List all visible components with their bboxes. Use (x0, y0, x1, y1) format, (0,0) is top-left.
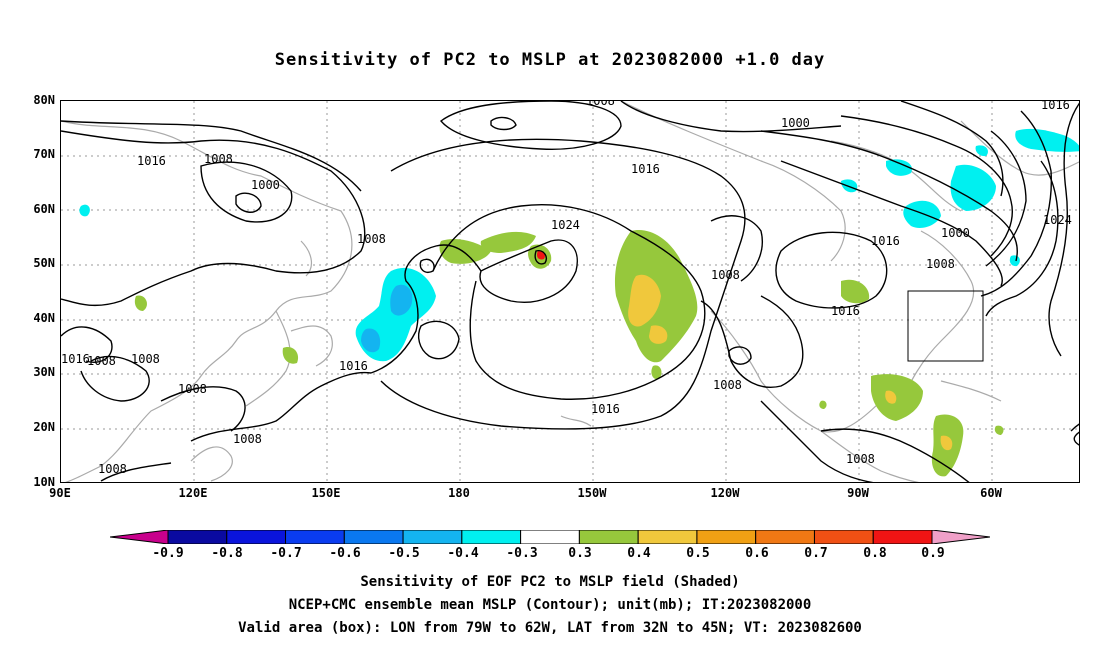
colorbar-cell (637, 530, 698, 544)
colorbar-label: -0.6 (329, 546, 361, 561)
contour-label: 1000 (781, 116, 810, 130)
coastlines (61, 101, 1079, 482)
mslp-contours (61, 101, 1079, 482)
caption-line-2: NCEP+CMC ensemble mean MSLP (Contour); u… (288, 597, 812, 613)
lat-label-10n: 10N (33, 475, 55, 489)
lat-label-20n: 20N (33, 420, 55, 434)
colorbar-label: 0.4 (627, 546, 651, 561)
lat-label-30n: 30N (33, 365, 55, 379)
contour-label: 1024 (1043, 213, 1072, 227)
caption-line-3: Valid area (box): LON from 79W to 62W, L… (238, 620, 862, 636)
colorbar-label: -0.8 (211, 546, 243, 561)
contour-label: 1008 (233, 432, 262, 446)
lat-label-70n: 70N (33, 147, 55, 161)
lat-label-50n: 50N (33, 256, 55, 270)
lon-label-60w: 60W (980, 486, 1002, 500)
colorbar-cell (285, 530, 345, 544)
colorbar-label: 0.7 (804, 546, 828, 561)
colorbar-cells (110, 530, 990, 544)
colorbar-label: -0.7 (270, 546, 302, 561)
colorbar-label: -0.5 (388, 546, 420, 561)
colorbar-label: 0.5 (686, 546, 710, 561)
colorbar-label: -0.3 (506, 546, 538, 561)
map-panel: 1008 1016 1016 1008 1000 1008 1024 1016 … (60, 100, 1080, 483)
lon-label-180: 180 (448, 486, 470, 500)
contour-label: 1008 (98, 462, 127, 476)
colorbar-cell (755, 530, 815, 544)
contour-label: 1016 (1041, 101, 1070, 112)
contour-label: 1016 (831, 304, 860, 318)
contour-label: 1008 (178, 382, 207, 396)
contour-label: 1008 (357, 232, 386, 246)
colorbar-cell (167, 530, 228, 544)
lon-label-120e: 120E (178, 486, 208, 500)
lon-label-120w: 120W (710, 486, 740, 500)
colorbar-cell (402, 530, 463, 544)
colorbar-cell (696, 530, 757, 544)
colorbar (110, 530, 990, 544)
lat-label-60n: 60N (33, 202, 55, 216)
contour-label: 1000 (251, 178, 280, 192)
valid-area-box (907, 290, 984, 362)
colorbar-cell (461, 530, 522, 544)
colorbar-label: 0.9 (921, 546, 945, 561)
lat-label-80n: 80N (33, 93, 55, 107)
colorbar-label: -0.4 (447, 546, 479, 561)
contour-label: 1008 (713, 378, 742, 392)
colorbar-label: 0.8 (863, 546, 887, 561)
colorbar-label: 0.3 (568, 546, 592, 561)
lon-label-150w: 150W (577, 486, 607, 500)
colorbar-cell (931, 530, 990, 544)
lon-label-150e: 150E (311, 486, 341, 500)
contour-label: 1024 (551, 218, 580, 232)
contour-label: 1008 (586, 101, 615, 108)
contour-label: 1016 (61, 352, 90, 366)
contour-label: 1016 (591, 402, 620, 416)
colorbar-cell (520, 530, 580, 544)
chart-title: Sensitivity of PC2 to MSLP at 2023082000… (274, 50, 826, 70)
contour-label: 1008 (711, 268, 740, 282)
contour-label: 1008 (926, 257, 955, 271)
contour-label: 1016 (339, 359, 368, 373)
contour-label: 1008 (131, 352, 160, 366)
lat-label-40n: 40N (33, 311, 55, 325)
contour-label: 1016 (631, 162, 660, 176)
contour-label: 1008 (846, 452, 875, 466)
lon-label-90w: 90W (847, 486, 869, 500)
lon-label-90e: 90E (49, 486, 71, 500)
colorbar-cell (578, 530, 639, 544)
colorbar-label: -0.9 (152, 546, 184, 561)
contour-labels: 1008 1016 1016 1008 1000 1008 1024 1016 … (61, 101, 1072, 476)
colorbar-label: 0.6 (745, 546, 769, 561)
colorbar-cell (343, 530, 404, 544)
colorbar-cell (872, 530, 933, 544)
contour-label: 1000 (941, 226, 970, 240)
sensitivity-shading (79, 128, 1079, 477)
colorbar-cell (813, 530, 874, 544)
contour-label: 1008 (204, 152, 233, 166)
map-canvas: 1008 1016 1016 1008 1000 1008 1024 1016 … (61, 101, 1079, 482)
colorbar-cell (110, 530, 169, 544)
contour-label: 1016 (137, 154, 166, 168)
caption-line-1: Sensitivity of EOF PC2 to MSLP field (Sh… (360, 574, 740, 590)
colorbar-cell (226, 530, 287, 544)
contour-label: 1008 (87, 354, 116, 368)
contour-label: 1016 (871, 234, 900, 248)
